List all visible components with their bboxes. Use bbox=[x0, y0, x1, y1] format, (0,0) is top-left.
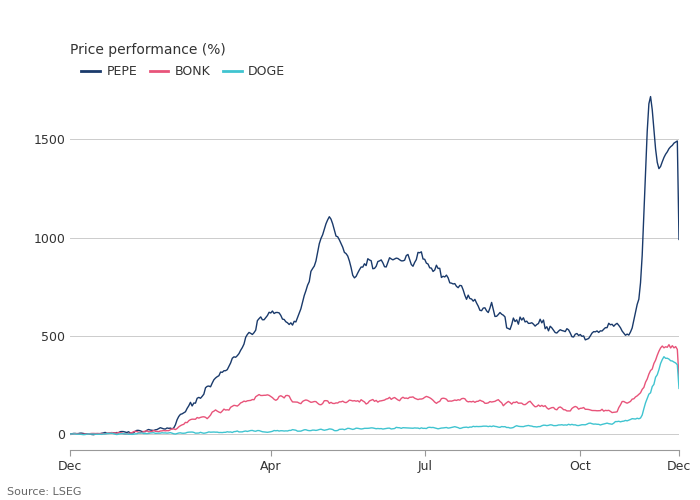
Text: Price performance (%): Price performance (%) bbox=[70, 43, 225, 57]
Text: Source: LSEG: Source: LSEG bbox=[7, 487, 81, 497]
Legend: PEPE, BONK, DOGE: PEPE, BONK, DOGE bbox=[76, 60, 290, 83]
